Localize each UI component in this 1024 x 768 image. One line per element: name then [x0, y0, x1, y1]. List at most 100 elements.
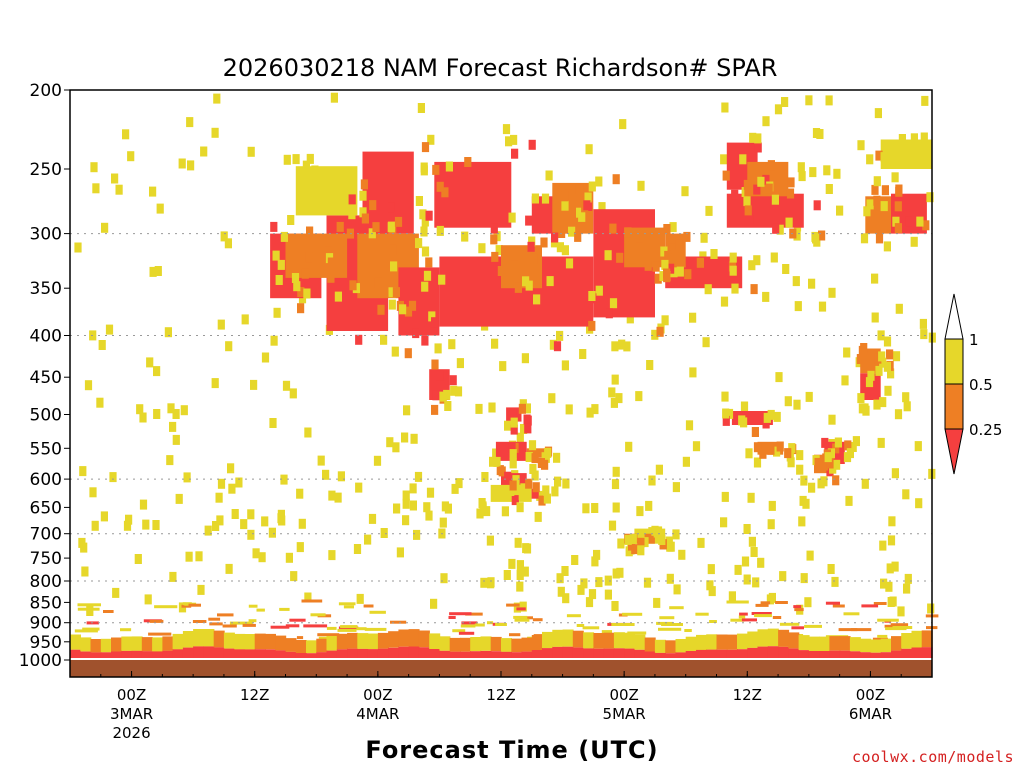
heat-cell-yellow: [519, 601, 527, 612]
heat-band-orange: [70, 634, 81, 650]
heat-cell-yellow: [149, 266, 157, 277]
heat-cell-yellow: [549, 339, 557, 350]
heat-cell-yellow: [261, 352, 270, 363]
heat-band-red: [675, 652, 687, 658]
heat-cell-yellow: [887, 535, 896, 546]
legend-swatch-below-0.25: [944, 428, 964, 475]
heat-cell-yellow: [556, 242, 564, 253]
heat-band-red: [234, 649, 246, 658]
heat-streak-orange: [884, 624, 898, 628]
heat-cell-yellow: [510, 134, 518, 145]
heat-cell-yellow: [702, 337, 710, 348]
heat-cell-yellow: [525, 280, 533, 291]
heat-streak-red: [751, 612, 772, 615]
heat-band-orange: [880, 638, 892, 653]
heat-streak-yellow: [892, 626, 913, 629]
heat-cell-yellow: [493, 456, 501, 467]
heat-region-yellow: [880, 139, 932, 169]
heat-cell-yellow: [774, 104, 783, 115]
heat-cell-yellow: [562, 593, 570, 604]
heat-cell-orange: [404, 348, 412, 359]
heat-cell-yellow: [762, 116, 770, 127]
heat-cell-yellow: [455, 478, 463, 489]
heat-cell-yellow: [660, 246, 668, 257]
heat-cell-yellow: [91, 520, 99, 531]
heat-cell-yellow: [434, 343, 442, 354]
heat-cell-orange: [336, 221, 344, 232]
legend-label: 0.5: [969, 376, 993, 394]
heat-cell-red: [431, 317, 439, 328]
heat-cell-yellow: [353, 544, 362, 554]
heat-band-red: [244, 649, 256, 658]
heat-cell-yellow: [617, 538, 625, 549]
heat-cell-yellow: [516, 432, 524, 443]
heat-band-red: [603, 648, 615, 658]
heat-band-orange: [357, 633, 369, 649]
heat-streak-red: [741, 618, 757, 622]
heat-band-red: [480, 650, 492, 658]
heat-cell-yellow: [775, 372, 783, 383]
heat-cell-yellow: [595, 176, 603, 187]
heat-cell-yellow: [390, 261, 398, 272]
heat-band-orange: [511, 638, 523, 653]
heat-cell-yellow: [861, 478, 869, 489]
heat-cell-yellow: [753, 457, 762, 468]
heat-streak-yellow: [514, 618, 530, 622]
heat-cell-yellow: [291, 273, 300, 283]
heat-cell-orange: [654, 273, 662, 284]
heat-band-red: [706, 649, 718, 658]
heat-cell-yellow: [195, 551, 203, 562]
heat-band-orange: [624, 632, 636, 649]
heat-cell-yellow: [561, 200, 569, 211]
heat-cell-red: [432, 390, 440, 401]
heat-streak-yellow: [566, 614, 581, 618]
heat-cell-yellow: [475, 403, 483, 414]
heat-streak-yellow: [310, 613, 326, 617]
heat-band-orange: [860, 638, 872, 653]
heat-cell-yellow: [487, 577, 495, 588]
heat-streak-orange: [794, 608, 804, 612]
heat-region-red: [362, 151, 414, 234]
heat-cell-yellow: [534, 511, 542, 522]
heat-cell-yellow: [788, 443, 796, 454]
heat-cell-yellow: [322, 469, 330, 480]
heat-cell-orange: [631, 544, 639, 555]
heat-cell-yellow: [892, 351, 901, 362]
heat-cell-orange: [408, 300, 417, 311]
heat-cell-orange: [818, 230, 826, 241]
heat-cell-yellow: [156, 203, 164, 214]
heat-cell-orange: [509, 480, 517, 491]
heat-cell-orange: [743, 179, 751, 190]
heat-cell-yellow: [328, 550, 336, 561]
heat-cell-orange: [874, 353, 882, 364]
heat-cell-yellow: [894, 409, 903, 420]
heat-cell-yellow: [228, 483, 236, 494]
heat-cell-yellow: [428, 311, 436, 322]
heat-cell-yellow: [857, 140, 865, 151]
heat-cell-red: [731, 189, 739, 200]
heat-streak-yellow: [726, 600, 749, 604]
heat-cell-yellow: [776, 224, 784, 235]
heat-cell-yellow: [186, 117, 194, 128]
heat-cell-yellow: [415, 196, 423, 206]
heat-streak-orange: [363, 604, 374, 608]
heat-cell-yellow: [611, 479, 620, 490]
heat-cell-yellow: [825, 184, 833, 194]
heat-streak-yellow: [77, 603, 101, 607]
heat-cell-yellow: [420, 162, 428, 173]
heat-cell-yellow: [629, 534, 637, 544]
heat-band-red: [716, 649, 728, 658]
heat-band-orange: [829, 636, 841, 651]
heat-cell-yellow: [720, 154, 728, 165]
heat-cell-yellow: [926, 192, 934, 203]
heat-cell-orange: [664, 250, 672, 261]
heat-cell-yellow: [180, 405, 188, 416]
heat-cell-yellow: [516, 581, 524, 592]
heat-cell-yellow: [306, 153, 314, 164]
heat-cell-yellow: [556, 573, 564, 584]
heat-cell-yellow: [548, 393, 556, 404]
heat-band-orange: [470, 637, 482, 652]
heat-streak-yellow: [622, 612, 643, 616]
heat-band-red: [562, 646, 574, 658]
